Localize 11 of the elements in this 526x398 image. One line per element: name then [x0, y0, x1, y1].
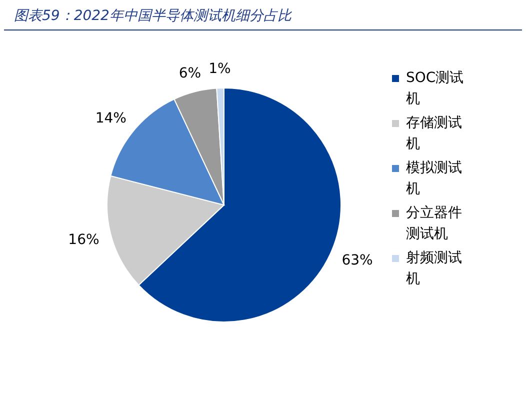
- legend-label: 模拟测试机: [406, 160, 462, 197]
- legend-label: 分立器件测试机: [406, 205, 462, 242]
- chart-title: 图表59：2022年中国半导体测试机细分占比: [14, 8, 292, 24]
- legend-label: 射频测试机: [406, 250, 462, 287]
- data-label: 63%: [342, 252, 373, 268]
- data-label: 16%: [68, 232, 100, 248]
- legend-label: 存储测试机: [406, 115, 462, 152]
- data-label: 14%: [95, 110, 126, 127]
- data-label: 6%: [178, 65, 202, 82]
- data-label: 1%: [208, 61, 231, 78]
- legend-label: SOC测试机: [406, 70, 464, 107]
